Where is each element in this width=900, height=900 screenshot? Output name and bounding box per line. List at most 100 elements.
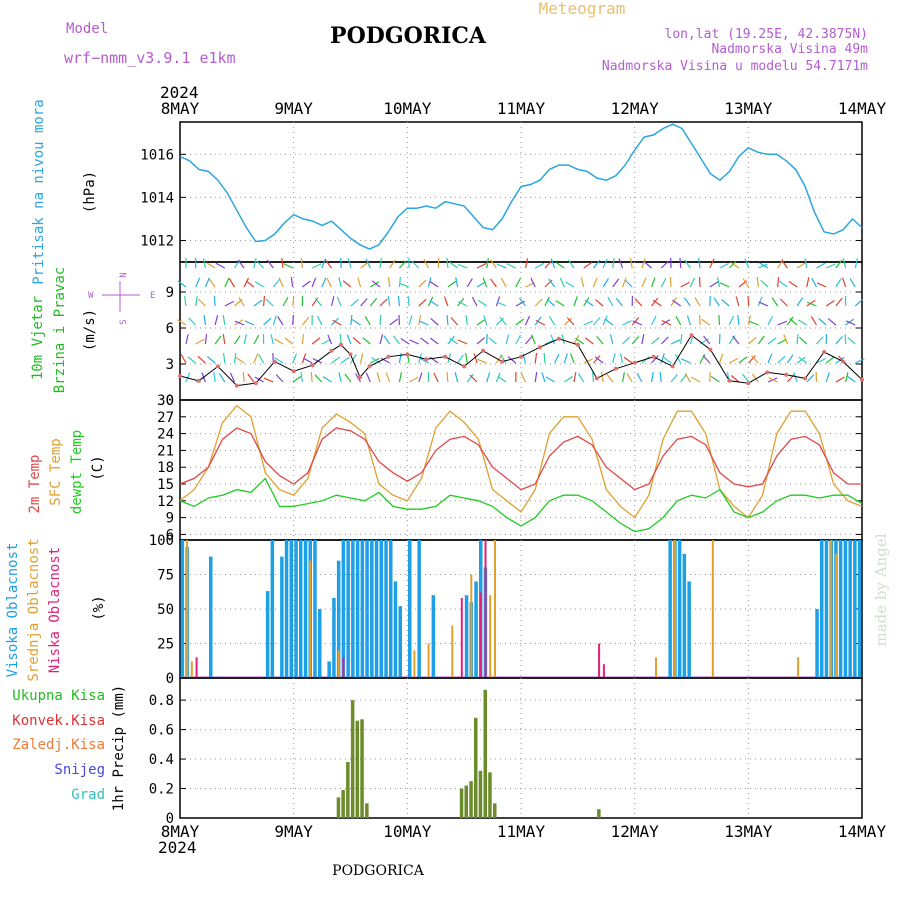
wind-arrow (277, 316, 284, 326)
wind-arrow (321, 338, 331, 345)
wind-arrow (393, 335, 400, 345)
wind-arrow (301, 316, 310, 326)
wind-arrow (583, 261, 593, 269)
wind-arrow (659, 372, 662, 383)
cloud-bar (355, 540, 360, 678)
wind-arrow (563, 375, 573, 383)
wind-arrow (263, 377, 274, 383)
wind-arrow (684, 259, 691, 269)
wind-arrow (331, 356, 340, 364)
cloud-bar (489, 595, 492, 678)
wind-point (481, 348, 486, 353)
wind-arrow (292, 314, 294, 326)
wind-arrow (476, 281, 486, 288)
wind-arrow (301, 334, 305, 345)
dewpt-line (179, 477, 863, 533)
wind-arrow (798, 336, 808, 345)
wind-arrow (311, 297, 319, 307)
cloud-bar (389, 540, 393, 678)
wind-arrow (354, 373, 362, 383)
temp-ytick-label: 27 (157, 410, 174, 426)
wind-arrow (783, 334, 788, 345)
temp-ylabel-2m: 2m Temp (27, 454, 43, 513)
wind-arrow (818, 317, 827, 326)
cloud-bar (351, 540, 355, 678)
wind-arrow (747, 295, 750, 307)
wind-arrow (612, 278, 620, 288)
wind-arrow (550, 258, 556, 269)
wind-arrow (357, 277, 362, 288)
temp-ylabel-dewpt: dewpt Temp (69, 430, 85, 514)
cloud-bar (294, 540, 298, 678)
wind-arrow (757, 296, 763, 307)
wind-point (727, 378, 732, 383)
wind-point (386, 354, 391, 359)
wind-arrow (544, 339, 555, 345)
wind-arrow (312, 358, 323, 364)
wind-arrow (188, 317, 197, 326)
wind-arrow (777, 338, 787, 345)
wind-arrow (719, 282, 730, 288)
wind-arrow (681, 358, 691, 364)
wind-arrow (243, 277, 250, 288)
precip-bar (346, 762, 350, 818)
wind-arrow (449, 261, 458, 269)
wind-arrow (242, 372, 245, 383)
wind-arrow (235, 356, 245, 364)
wind-arrow (660, 336, 669, 345)
wind-arrow (631, 336, 640, 345)
wind-arrow (550, 334, 556, 345)
top-date-label: 13MAY (724, 99, 773, 118)
compass-n: N (119, 272, 129, 277)
wind-arrow (263, 295, 266, 307)
wind-arrow (218, 373, 226, 383)
wind-arrow (694, 297, 701, 307)
wind-arrow (515, 318, 525, 326)
bottom-date-label: 10MAY (383, 822, 432, 841)
wind-arrow (495, 296, 501, 307)
cloud-bar (327, 661, 331, 678)
wind-arrow (806, 301, 817, 307)
cloud-ylabel-high: Visoka Oblacnost (5, 543, 21, 678)
wind-arrow (661, 320, 672, 326)
top-date-label: 11MAY (497, 99, 546, 118)
credit-label: made by Angel (872, 533, 890, 646)
wind-arrow (495, 317, 505, 326)
cloud-bar (682, 553, 687, 678)
wind-arrow (709, 258, 715, 269)
wind-arrow (631, 317, 640, 326)
wind-arrow (311, 263, 322, 269)
wind-arrow (370, 357, 380, 364)
wind-arrow (806, 374, 815, 383)
legend-snow: Snijeg (54, 762, 105, 778)
wind-ylabel-2: Brzina i Pravac (52, 267, 68, 393)
wind-point (272, 359, 277, 364)
wind-arrow (796, 333, 799, 345)
wind-arrow (224, 300, 234, 307)
cloud-bar (668, 540, 672, 678)
bottom-date-label: 13MAY (724, 822, 773, 841)
pressure-ytick-label: 1014 (140, 190, 174, 206)
wind-point (339, 342, 343, 347)
wind-point (575, 342, 580, 347)
wind-arrow (602, 258, 608, 269)
wind-arrow (596, 336, 604, 345)
wind-arrow (490, 259, 497, 269)
wind-arrow (213, 372, 216, 383)
wind-point (537, 345, 542, 350)
wind-arrow (346, 334, 352, 345)
cloud-bar (284, 540, 289, 678)
wind-arrow (748, 315, 751, 326)
wind-arrow (202, 258, 206, 269)
wind-arrow (488, 337, 497, 345)
wind-arrow (592, 317, 601, 326)
wind-arrow (379, 258, 382, 269)
cloud-bar (687, 581, 691, 678)
wind-arrow (620, 353, 624, 364)
precip-bar (336, 797, 341, 818)
model-elevation-label: Nadmorska Visina u modelu 54.7171m (602, 59, 868, 74)
wind-arrow (385, 372, 391, 383)
wind-arrow (827, 318, 837, 326)
cloud-ytick-label: 25 (157, 637, 174, 653)
cloud-bar (479, 592, 482, 678)
